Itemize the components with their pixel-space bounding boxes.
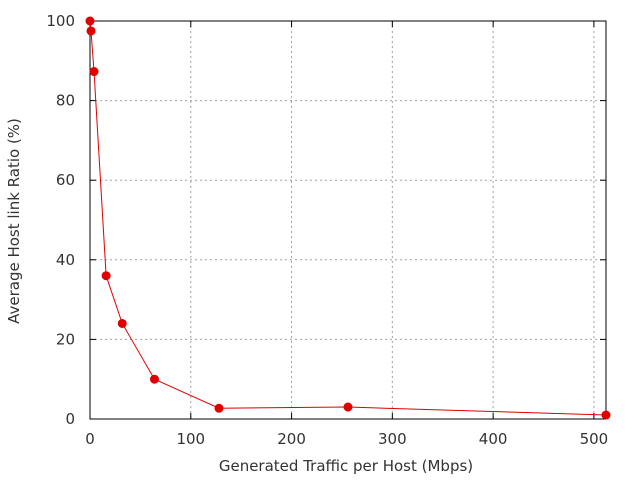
- data-point: [85, 16, 95, 26]
- data-point: [117, 318, 127, 328]
- data-point: [601, 410, 611, 420]
- series: [85, 16, 611, 420]
- x-tick-label: 0: [85, 430, 95, 448]
- y-tick-label: 100: [46, 12, 75, 30]
- data-point: [86, 26, 96, 36]
- x-tick-label: 400: [479, 430, 508, 448]
- x-tick-label: 100: [176, 430, 205, 448]
- data-point: [150, 374, 159, 384]
- y-tick-label: 40: [56, 251, 75, 269]
- grid: [90, 21, 606, 419]
- data-point: [89, 67, 99, 77]
- y-tick-label: 80: [56, 92, 75, 110]
- x-tick-label: 300: [378, 430, 407, 448]
- y-axis-label: Average Host link Ratio (%): [5, 118, 23, 324]
- x-axis-label: Generated Traffic per Host (Mbps): [219, 457, 473, 475]
- axes: [89, 20, 607, 420]
- series-line: [89, 20, 607, 416]
- x-tick-label: 200: [277, 430, 306, 448]
- data-point: [101, 271, 111, 281]
- y-tick-label: 20: [56, 330, 75, 348]
- ticks: 0 100 200 300 400 500 0 20 40 60 80 100: [46, 12, 608, 448]
- y-tick-label: 60: [56, 171, 75, 189]
- data-point: [343, 402, 353, 412]
- data-point: [214, 403, 224, 413]
- x-tick-label: 500: [580, 430, 609, 448]
- y-tick-label: 0: [65, 410, 75, 428]
- plot-frame: [89, 20, 607, 420]
